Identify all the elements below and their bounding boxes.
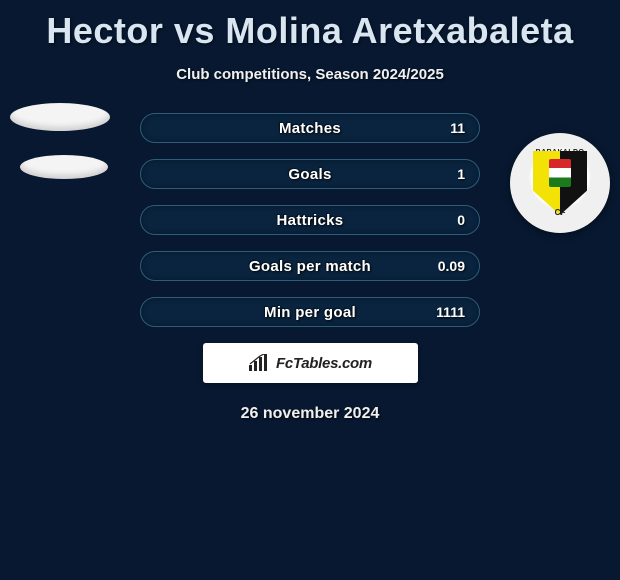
left-player-badge	[10, 103, 110, 203]
placeholder-ellipse-icon	[20, 155, 108, 179]
stat-bar: Matches 11	[140, 113, 480, 143]
stat-bar: Hattricks 0	[140, 205, 480, 235]
right-player-badge: BARAKALDO CF	[510, 133, 610, 233]
stat-label: Goals per match	[249, 258, 371, 275]
bar-chart-icon	[248, 354, 270, 372]
brand-badge[interactable]: FcTables.com	[203, 343, 418, 383]
placeholder-ellipse-icon	[10, 103, 110, 131]
stat-value: 1	[457, 166, 465, 182]
brand-text: FcTables.com	[276, 355, 372, 372]
stat-value: 0	[457, 212, 465, 228]
stat-bar: Min per goal 1111	[140, 297, 480, 327]
crest-suffix: CF	[555, 208, 566, 217]
stat-value: 11	[450, 120, 465, 136]
club-crest-icon: BARAKALDO CF	[510, 133, 610, 233]
stat-bars: Matches 11 Goals 1 Hattricks 0 Goals per…	[140, 113, 480, 327]
page-subtitle: Club competitions, Season 2024/2025	[0, 66, 620, 83]
stat-value: 0.09	[438, 258, 465, 274]
stat-bar: Goals per match 0.09	[140, 251, 480, 281]
comparison-content: BARAKALDO CF Matches 11 Goals 1 Hattrick…	[0, 113, 620, 423]
stat-label: Matches	[279, 120, 341, 137]
stat-label: Hattricks	[277, 212, 344, 229]
stat-label: Goals	[288, 166, 331, 183]
stat-label: Min per goal	[264, 304, 356, 321]
footer-date: 26 november 2024	[0, 405, 620, 423]
page-title: Hector vs Molina Aretxabaleta	[0, 0, 620, 52]
stat-value: 1111	[436, 304, 465, 320]
stat-bar: Goals 1	[140, 159, 480, 189]
